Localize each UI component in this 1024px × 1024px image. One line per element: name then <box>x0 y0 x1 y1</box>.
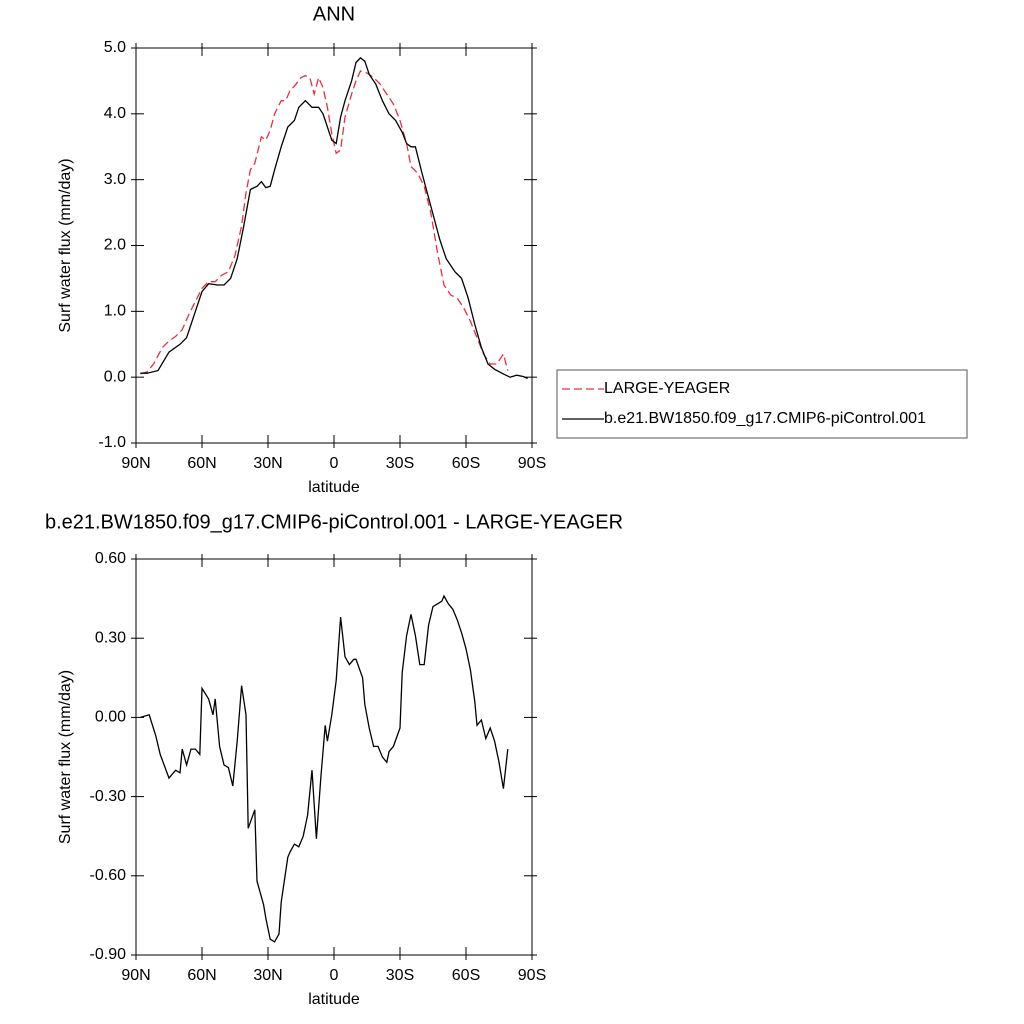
plot-frame <box>135 558 533 956</box>
x-axis-label: latitude <box>308 479 360 496</box>
x-tick-label: 30N <box>253 455 282 472</box>
y-tick-label: 3.0 <box>104 171 126 188</box>
y-tick-label: -0.60 <box>90 867 127 884</box>
legend-label: b.e21.BW1850.f09_g17.CMIP6-piControl.001 <box>604 410 926 427</box>
x-tick-label: 90S <box>518 967 546 984</box>
x-tick-label: 30N <box>253 967 282 984</box>
x-tick-label: 90N <box>121 967 150 984</box>
data-line <box>140 594 509 943</box>
x-tick-label: 60S <box>452 455 480 472</box>
y-axis-label: Surf water flux (mm/day) <box>57 670 74 844</box>
x-tick-label: 60N <box>187 967 216 984</box>
y-tick-label: 0.60 <box>95 550 126 567</box>
chart-title: ANN <box>313 3 355 25</box>
x-tick-label: 60S <box>452 967 480 984</box>
data-line <box>140 70 509 375</box>
y-tick-label: 2.0 <box>104 237 126 254</box>
x-axis-label: latitude <box>308 991 360 1008</box>
y-tick-label: 0.00 <box>95 709 126 726</box>
x-tick-label: 60N <box>187 455 216 472</box>
x-tick-label: 30S <box>386 967 414 984</box>
y-axis-label: Surf water flux (mm/day) <box>57 158 74 332</box>
data-line <box>140 57 528 380</box>
legend-label: LARGE-YEAGER <box>604 380 730 397</box>
y-tick-label: -0.30 <box>90 788 127 805</box>
y-tick-label: 0.0 <box>104 368 126 385</box>
y-tick-label: 1.0 <box>104 303 126 320</box>
y-tick-label: 4.0 <box>104 105 126 122</box>
y-tick-label: -0.90 <box>90 946 127 963</box>
chart-title: b.e21.BW1850.f09_g17.CMIP6-piControl.001… <box>45 511 623 533</box>
y-tick-label: 5.0 <box>104 39 126 56</box>
x-tick-label: 0 <box>330 967 339 984</box>
legend-box <box>556 369 968 439</box>
x-tick-label: 90N <box>121 455 150 472</box>
x-tick-label: 90S <box>518 455 546 472</box>
x-tick-label: 30S <box>386 455 414 472</box>
y-tick-label: -1.0 <box>98 434 126 451</box>
y-tick-label: 0.30 <box>95 629 126 646</box>
x-tick-label: 0 <box>330 455 339 472</box>
plot-frame <box>135 47 533 444</box>
